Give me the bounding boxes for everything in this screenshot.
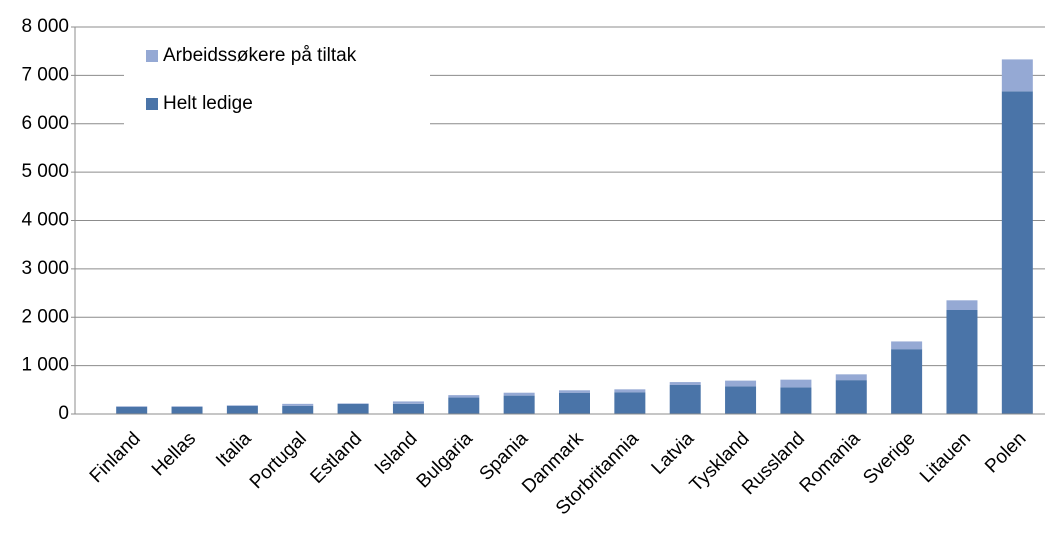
y-tick-label: 1 000 bbox=[21, 355, 69, 376]
bar-segment bbox=[891, 341, 923, 350]
bar-segment bbox=[559, 392, 590, 414]
x-tick-label: Litauen bbox=[916, 428, 975, 487]
legend-swatch bbox=[146, 50, 158, 62]
bar-segment bbox=[669, 382, 701, 385]
legend-swatch bbox=[146, 98, 158, 110]
x-tick-label: Portugal bbox=[246, 428, 311, 493]
legend-box bbox=[124, 34, 430, 126]
y-tick-label: 7 000 bbox=[21, 64, 69, 85]
x-tick-label: Estland bbox=[307, 428, 367, 488]
x-tick-label: Romania bbox=[796, 428, 865, 497]
bar-segment bbox=[282, 403, 314, 406]
bar-segment bbox=[226, 405, 258, 414]
bar-segment bbox=[614, 392, 646, 414]
bar-segment bbox=[614, 389, 646, 393]
bar-segment bbox=[835, 380, 867, 414]
bar-segment bbox=[891, 349, 923, 414]
legend-label: Arbeidssøkere på tiltak bbox=[163, 45, 357, 66]
bar-segment bbox=[725, 380, 757, 387]
bar-segment bbox=[282, 405, 314, 414]
y-tick-label: 8 000 bbox=[21, 16, 69, 37]
y-tick-label: 0 bbox=[58, 403, 69, 424]
x-tick-label: Bulgaria bbox=[413, 428, 477, 492]
y-tick-label: 2 000 bbox=[21, 306, 69, 327]
bar-segment bbox=[725, 386, 757, 414]
x-tick-label: Island bbox=[371, 428, 422, 479]
x-tick-label: Finland bbox=[86, 428, 145, 487]
x-tick-label: Latvia bbox=[648, 428, 699, 479]
bar-segment bbox=[171, 406, 203, 414]
bar-segment bbox=[392, 401, 424, 404]
x-tick-label: Polen bbox=[981, 428, 1030, 477]
bar-segment bbox=[780, 387, 812, 414]
x-tick-label: Italia bbox=[212, 428, 256, 472]
y-tick-label: 5 000 bbox=[21, 161, 69, 182]
bar-segment bbox=[116, 406, 148, 414]
bar-segment bbox=[1001, 59, 1033, 92]
bar-segment bbox=[503, 392, 535, 396]
bar-segment bbox=[1001, 91, 1033, 415]
y-tick-label: 6 000 bbox=[21, 113, 69, 134]
bar-segment bbox=[337, 403, 369, 414]
bar-segment bbox=[946, 300, 978, 310]
y-tick-label: 4 000 bbox=[21, 210, 69, 231]
y-tick-label: 3 000 bbox=[21, 258, 69, 279]
bar-segment bbox=[559, 390, 590, 393]
x-tick-label: Sverige bbox=[859, 428, 919, 488]
x-tick-label: Hellas bbox=[148, 428, 200, 480]
bar-segment bbox=[780, 379, 812, 388]
bar-segment bbox=[669, 384, 701, 414]
bar-segment bbox=[392, 403, 424, 414]
bar-segment bbox=[503, 395, 535, 414]
bar-segment bbox=[835, 374, 867, 381]
legend-label: Helt ledige bbox=[163, 93, 253, 114]
bar-segment bbox=[946, 309, 978, 414]
bar-segment bbox=[448, 397, 480, 414]
bar-segment bbox=[448, 395, 480, 398]
